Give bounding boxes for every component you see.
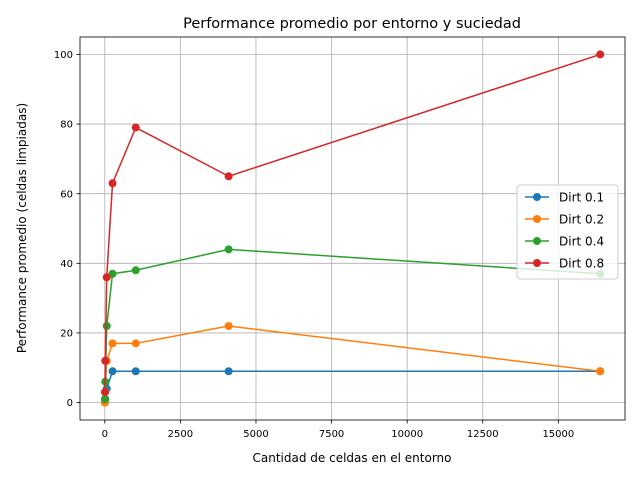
legend-marker — [533, 237, 541, 245]
data-point — [131, 123, 140, 132]
x-tick-label: 10000 — [391, 429, 423, 440]
data-point — [108, 269, 117, 278]
data-point — [108, 339, 117, 348]
legend-marker — [533, 215, 541, 223]
legend-label: Dirt 0.8 — [559, 256, 604, 270]
x-tick-label: 2500 — [168, 429, 193, 440]
data-point — [224, 245, 233, 254]
legend: Dirt 0.1 Dirt 0.2 Dirt 0.4 Dirt 0.8 — [516, 184, 619, 280]
data-point — [224, 321, 233, 330]
data-point — [108, 179, 117, 188]
legend-box — [516, 184, 619, 280]
chart-title: Performance promedio por entorno y sucie… — [183, 16, 521, 32]
data-point — [102, 273, 111, 282]
y-tick-label: 100 — [54, 50, 73, 61]
y-tick-label: 80 — [60, 120, 73, 131]
legend-item: Dirt 0.4 — [525, 234, 604, 248]
data-point — [101, 356, 110, 365]
data-point — [100, 388, 109, 397]
series-layer — [100, 50, 605, 407]
y-tick-label: 0 — [67, 398, 73, 409]
data-point — [100, 395, 109, 404]
legend-label: Dirt 0.2 — [559, 212, 604, 226]
legend-label: Dirt 0.1 — [559, 190, 604, 204]
plot-frame — [79, 36, 626, 421]
data-point — [131, 339, 140, 348]
series-3 — [100, 50, 605, 397]
x-tick-label: 5000 — [243, 429, 268, 440]
y-tick-label: 40 — [60, 259, 73, 270]
y-tick-label: 60 — [60, 189, 73, 200]
y-axis-label: Performance promedio (celdas limpiadas) — [15, 103, 29, 353]
legend-marker — [533, 193, 541, 201]
legend-item: Dirt 0.8 — [525, 256, 604, 270]
x-tick-label: 12500 — [467, 429, 499, 440]
data-point — [224, 367, 233, 376]
y-axis: 0 20 40 60 80 100 — [54, 50, 80, 409]
data-point — [102, 321, 111, 330]
legend-item: Dirt 0.2 — [525, 212, 604, 226]
data-point — [224, 172, 233, 181]
y-tick-label: 20 — [60, 329, 73, 340]
legend-marker — [533, 259, 541, 267]
x-tick-label: 7500 — [319, 429, 344, 440]
data-point — [108, 367, 117, 376]
x-axis: 0 2500 5000 7500 10000 12500 15000 — [102, 420, 574, 440]
x-axis-label: Cantidad de celdas en el entorno — [253, 451, 452, 465]
legend-label: Dirt 0.4 — [559, 234, 604, 248]
data-point — [131, 367, 140, 376]
legend-item: Dirt 0.1 — [525, 190, 604, 204]
x-tick-label: 15000 — [542, 429, 574, 440]
x-tick-label: 0 — [102, 429, 108, 440]
data-point — [596, 367, 605, 376]
data-point — [131, 266, 140, 275]
data-point — [596, 50, 605, 59]
